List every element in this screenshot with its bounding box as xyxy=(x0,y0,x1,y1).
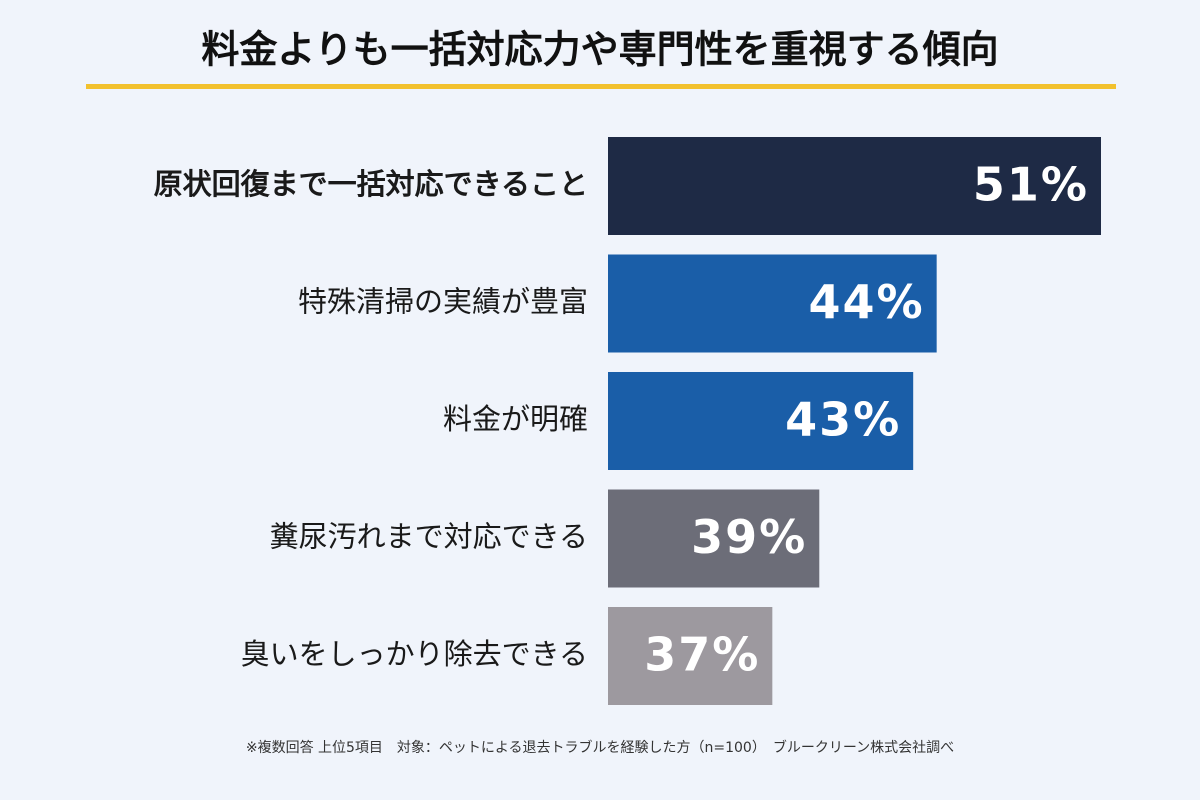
category-label: 臭いをしっかり除去できる xyxy=(241,637,588,671)
category-label: 糞尿汚れまで対応できる xyxy=(270,520,588,554)
value-label: 44% xyxy=(809,275,925,329)
bar xyxy=(608,607,773,705)
value-label: 43% xyxy=(785,393,901,447)
category-label: 特殊清掃の実績が豊富 xyxy=(298,285,588,319)
value-label: 51% xyxy=(973,158,1089,212)
category-label: 料金が明確 xyxy=(443,402,588,436)
chart-title: 料金よりも一括対応力や専門性を重視する傾向 xyxy=(201,28,998,72)
bar xyxy=(608,254,937,353)
bar xyxy=(608,372,914,470)
title-underline xyxy=(86,84,1116,89)
footnote: ※複数回答 上位5項目 対象：ペットによる退去トラブルを経験した方（n=100）… xyxy=(246,739,954,756)
value-label: 39% xyxy=(691,510,807,564)
value-label: 37% xyxy=(644,628,760,682)
category-label: 原状回復まで一括対応できること xyxy=(154,167,588,201)
bar xyxy=(608,137,1101,235)
bar xyxy=(608,489,820,588)
